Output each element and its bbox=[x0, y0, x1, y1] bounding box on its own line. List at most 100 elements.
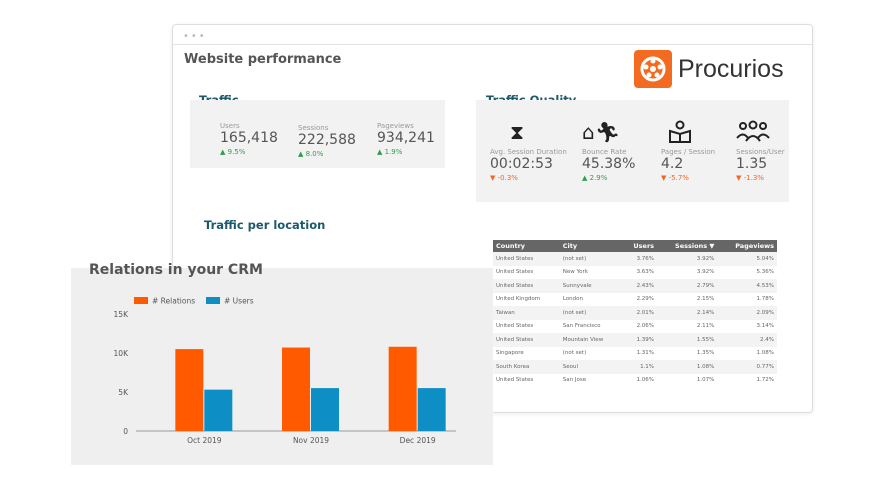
table-cell: (not set) bbox=[559, 252, 622, 266]
table-cell: United States bbox=[496, 377, 534, 384]
table-cell: 3.63% bbox=[636, 269, 655, 276]
bar-relations bbox=[175, 349, 204, 431]
table-row: United States San Francisco 2.06% 2.11% 3.14… bbox=[493, 320, 777, 334]
metric-avg-session: ⧗ Avg. Session Duration 00:02:53 ▼ -0.3% bbox=[490, 120, 567, 182]
table-cell: 1.08% bbox=[756, 350, 774, 357]
bar-relations bbox=[388, 346, 417, 431]
col-users[interactable]: Users bbox=[621, 240, 658, 252]
y-tick-label: 5K bbox=[118, 388, 129, 397]
table-row: South Korea Seoul 1.1% 1.08% 0.77% bbox=[493, 360, 777, 374]
col-country[interactable]: Country bbox=[493, 240, 560, 252]
table-cell: Sunnyvale bbox=[559, 279, 622, 293]
bar-users bbox=[204, 389, 233, 431]
table-cell: 1.31% bbox=[636, 350, 655, 357]
table-cell: 2.09% bbox=[717, 306, 777, 320]
metric-label: Pages / Session bbox=[661, 148, 716, 156]
table-cell: London bbox=[562, 296, 583, 303]
table-cell: 1.07% bbox=[696, 377, 715, 384]
table-cell: 1.35% bbox=[696, 350, 715, 357]
location-table: Country City Users Sessions ▼ Pageviews … bbox=[493, 240, 777, 387]
metric-value: 45.38% bbox=[582, 156, 636, 172]
metric-sessions-user: Sessions/User 1.35 ▼ -1.3% bbox=[736, 120, 785, 182]
procurios-logo-icon bbox=[634, 50, 672, 88]
table-cell: 2.14% bbox=[657, 306, 718, 320]
metric-value: 00:02:53 bbox=[490, 156, 553, 172]
table-cell: 1.72% bbox=[756, 377, 774, 384]
bar-users bbox=[311, 388, 339, 431]
table-cell: 2.11% bbox=[696, 323, 715, 330]
metric-delta: ▼ -5.7% bbox=[661, 174, 689, 182]
table-row: Taiwan (not set) 2.01% 2.14% 2.09% bbox=[493, 306, 777, 320]
table-cell: United States bbox=[496, 323, 534, 330]
table-cell: 1.39% bbox=[621, 333, 658, 347]
table-cell: United States bbox=[496, 269, 534, 276]
crm-title: Relations in your CRM bbox=[89, 262, 263, 278]
table-cell: 1.08% bbox=[657, 360, 718, 374]
table-cell: 2.01% bbox=[621, 306, 658, 320]
y-tick-label: 10K bbox=[114, 349, 130, 358]
table-cell: 3.76% bbox=[621, 252, 658, 266]
table-row: Singapore (not set) 1.31% 1.35% 1.08% bbox=[493, 347, 777, 361]
table-cell: 3.92% bbox=[696, 269, 715, 276]
col-pageviews[interactable]: Pageviews bbox=[717, 240, 777, 252]
x-tick-label: Oct 2019 bbox=[187, 436, 222, 445]
table-cell: (not set) bbox=[559, 306, 622, 320]
x-tick-label: Nov 2019 bbox=[293, 436, 329, 445]
metric-label: Users bbox=[220, 122, 240, 130]
table-cell: 1.78% bbox=[756, 296, 774, 303]
metric-delta: ▼ -1.3% bbox=[736, 174, 764, 182]
table-cell: 3.14% bbox=[756, 323, 774, 330]
y-tick-label: 15K bbox=[114, 310, 130, 319]
metric-label: Sessions/User bbox=[736, 148, 785, 156]
table-cell: 2.29% bbox=[636, 296, 655, 303]
metric-delta: ▲ 2.9% bbox=[582, 174, 608, 182]
metric-delta: ▲ 9.5% bbox=[220, 148, 246, 156]
metric-users: Users 165,418 ▲ 9.5% bbox=[220, 122, 278, 156]
table-cell: 3.92% bbox=[657, 252, 718, 266]
house-exit-icon: ⌂🏃︎ bbox=[582, 120, 621, 144]
table-cell: United States bbox=[493, 333, 560, 347]
metric-value: 4.2 bbox=[661, 156, 684, 172]
metric-label: Avg. Session Duration bbox=[490, 148, 567, 156]
table-cell: 1.55% bbox=[657, 333, 718, 347]
table-cell: 5.36% bbox=[756, 269, 774, 276]
table-cell: New York bbox=[562, 269, 588, 276]
table-row: United States Mountain View 1.39% 1.55% 2.4% bbox=[493, 333, 777, 347]
metric-label: Sessions bbox=[298, 124, 329, 132]
metric-pageviews: Pageviews 934,241 ▲ 1.9% bbox=[377, 122, 435, 156]
metric-value: 222,588 bbox=[298, 132, 356, 148]
metric-pages-session: Pages / Session 4.2 ▼ -5.7% bbox=[661, 120, 715, 182]
legend-label: # Users bbox=[224, 297, 254, 306]
metric-label: Bounce Rate bbox=[582, 148, 627, 156]
page-title: Website performance bbox=[184, 52, 342, 67]
table-row: United States Sunnyvale 2.43% 2.79% 4.53% bbox=[493, 279, 777, 293]
crm-bar-chart: 0 5K 10K 15K Oct 2019 Nov 2019 Dec 2019 # Relat… bbox=[114, 297, 456, 445]
table-cell: 0.77% bbox=[717, 360, 777, 374]
col-city[interactable]: City bbox=[559, 240, 622, 252]
x-tick-label: Dec 2019 bbox=[400, 436, 436, 445]
bar-users bbox=[417, 388, 446, 431]
table-cell: 2.79% bbox=[657, 279, 718, 293]
table-cell: 1.06% bbox=[636, 377, 655, 384]
table-cell: 2.4% bbox=[717, 333, 777, 347]
col-sessions[interactable]: Sessions ▼ bbox=[657, 240, 718, 252]
table-cell: 1.1% bbox=[621, 360, 658, 374]
users-group-icon bbox=[736, 120, 785, 148]
table-cell: Seoul bbox=[559, 360, 622, 374]
table-row: United States New York 3.63% 3.92% 5.36% bbox=[493, 266, 777, 280]
traffic-panel: Users 165,418 ▲ 9.5% Sessions 222,588 ▲ … bbox=[190, 100, 445, 168]
table-cell: San Francisco bbox=[562, 323, 601, 330]
table-cell: Singapore bbox=[496, 350, 524, 357]
metric-delta: ▲ 1.9% bbox=[377, 148, 403, 156]
brand-name: Procurios bbox=[678, 54, 784, 83]
table-row: United States San Jose 1.06% 1.07% 1.72% bbox=[493, 374, 777, 388]
hourglass-icon: ⧗ bbox=[510, 120, 525, 144]
metric-value: 934,241 bbox=[377, 130, 435, 146]
table-row: United Kingdom London 2.29% 2.15% 1.78% bbox=[493, 293, 777, 307]
metric-value: 1.35 bbox=[736, 156, 768, 172]
table-cell: 2.15% bbox=[696, 296, 715, 303]
table-cell: 4.53% bbox=[717, 279, 777, 293]
table-cell: United States bbox=[493, 279, 560, 293]
traffic-location-heading: Traffic per location bbox=[204, 218, 326, 232]
table-cell: United States bbox=[493, 252, 560, 266]
